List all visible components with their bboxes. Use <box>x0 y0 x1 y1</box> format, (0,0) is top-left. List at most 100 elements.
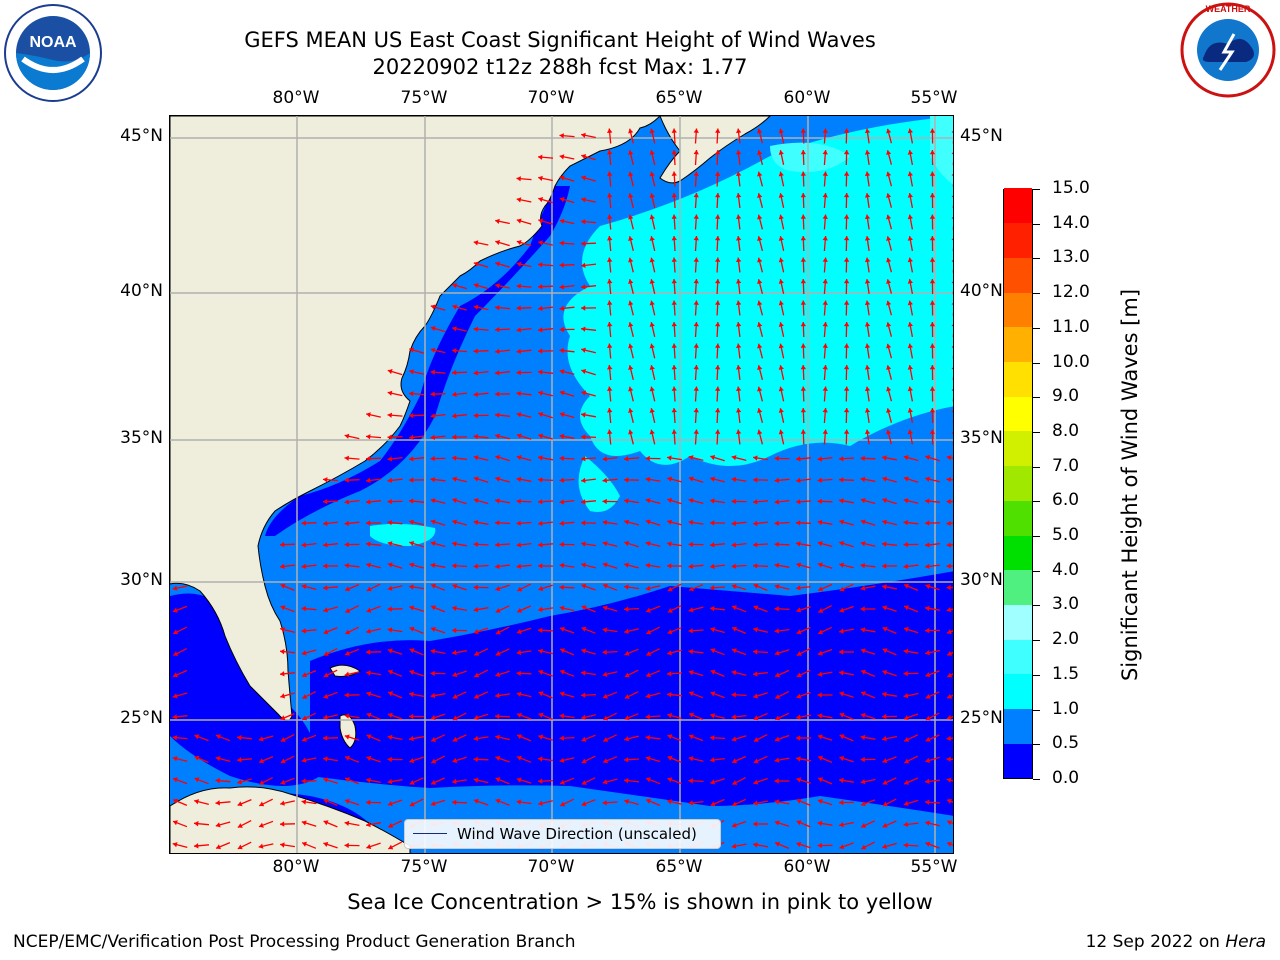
wave-direction-arrowhead <box>409 562 415 568</box>
wave-direction-arrowhead <box>778 386 784 392</box>
wave-direction-arrowhead <box>667 713 673 719</box>
wave-direction-arrowhead <box>559 197 565 203</box>
wave-direction-arrowhead <box>796 820 802 826</box>
wave-direction-arrowhead <box>843 365 850 370</box>
wave-direction-arrowhead <box>344 541 349 548</box>
wave-direction-arrowhead <box>172 693 178 699</box>
wave-direction-arrowhead <box>344 563 349 569</box>
wave-direction-arrowhead <box>731 670 737 676</box>
wave-direction-arrowhead <box>452 583 458 589</box>
wave-direction-arrowhead <box>843 279 850 284</box>
wave-direction-arrowhead <box>903 476 909 482</box>
wave-direction-arrowhead <box>387 456 393 462</box>
wave-direction-arrowhead <box>649 343 655 349</box>
wave-direction-arrowhead <box>581 670 586 676</box>
wave-direction-arrowhead <box>778 150 784 155</box>
wave-direction-arrowhead <box>430 562 436 569</box>
wave-direction-arrowhead <box>538 499 543 505</box>
wave-direction-arrowhead <box>237 757 242 763</box>
wave-direction-arrowhead <box>366 520 371 526</box>
wave-direction-arrowhead <box>607 300 613 305</box>
wave-direction-arrowhead <box>907 322 913 327</box>
wave-direction-arrowhead <box>430 413 436 419</box>
wave-direction-arrowhead <box>628 322 634 327</box>
wave-direction-arrowhead <box>409 391 414 397</box>
wave-direction-arrowhead <box>607 386 613 391</box>
wave-direction-arrowhead <box>581 369 587 375</box>
wave-direction-arrowhead <box>649 171 655 177</box>
wave-direction-arrowhead <box>559 691 565 697</box>
wave-direction-arrowhead <box>886 300 892 306</box>
wave-direction-arrowhead <box>929 236 936 241</box>
wave-direction-arrowhead <box>864 171 871 177</box>
wave-direction-arrowhead <box>607 236 613 241</box>
wave-direction-arrowhead <box>194 734 200 740</box>
wave-direction-arrowhead <box>603 737 609 742</box>
y-tick-right-30n: 30°N <box>960 570 1003 590</box>
x-tick-top-75w: 75°W <box>400 88 448 108</box>
wave-direction-arrowhead <box>732 648 737 654</box>
wave-direction-arrowhead <box>800 429 806 434</box>
wave-direction-arrowhead <box>778 279 784 284</box>
wave-direction-arrowhead <box>387 369 393 375</box>
wave-direction-arrowhead <box>628 214 634 220</box>
wave-direction-arrow <box>952 290 953 294</box>
wave-direction-arrowhead <box>581 758 587 764</box>
wave-direction-arrowhead <box>628 171 634 177</box>
wave-direction-arrowhead <box>796 714 801 720</box>
wave-direction-arrowhead <box>688 778 693 784</box>
noaa-logo: NOAA <box>4 4 102 102</box>
wave-direction-arrowhead <box>473 606 479 613</box>
wave-direction-arrowhead <box>689 586 694 592</box>
wave-direction-arrow <box>952 354 953 359</box>
x-tick-top-60w: 60°W <box>783 88 831 108</box>
wave-direction-arrowhead <box>929 279 936 284</box>
wave-direction-arrowhead <box>860 498 866 504</box>
wave-direction-arrowhead <box>861 844 867 850</box>
wave-direction-arrowhead <box>409 498 414 504</box>
wave-direction-arrowhead <box>925 841 931 847</box>
wave-direction-arrowhead <box>774 584 780 590</box>
wave-direction-arrowhead <box>323 798 329 804</box>
wave-direction-arrowhead <box>946 563 951 569</box>
wave-direction-arrowhead <box>495 370 500 376</box>
colorbar-tick-label: 10.0 <box>1052 351 1090 372</box>
wave-direction-arrowhead <box>473 261 479 267</box>
wave-direction-arrowhead <box>731 843 737 849</box>
wave-direction-arrowhead <box>516 649 522 656</box>
colorbar-segment <box>1004 500 1032 536</box>
wave-direction-arrowhead <box>387 734 393 740</box>
wave-direction-arrowhead <box>951 195 953 198</box>
wave-direction-arrowhead <box>736 214 742 220</box>
wave-direction-arrowhead <box>237 735 242 741</box>
wave-direction-arrowhead <box>693 257 699 262</box>
wave-direction-arrowhead <box>822 300 828 305</box>
wave-direction-arrowhead <box>671 257 677 262</box>
wave-direction-arrowhead <box>344 520 349 526</box>
wave-direction-arrowhead <box>387 562 393 568</box>
wave-direction-arrowhead <box>215 756 221 762</box>
wave-direction-arrowhead <box>736 300 742 306</box>
wave-direction-arrowhead <box>581 434 586 440</box>
wave-direction-arrowhead <box>886 279 892 284</box>
wave-direction-arrowhead <box>409 477 414 483</box>
wave-direction-arrowhead <box>559 390 565 396</box>
wave-direction-arrowhead <box>796 585 801 591</box>
wave-direction-arrowhead <box>495 391 500 397</box>
wave-direction-arrowhead <box>452 649 457 656</box>
wave-direction-arrowhead <box>757 300 763 306</box>
wave-direction-arrowhead <box>736 343 742 349</box>
wave-direction-arrowhead <box>757 236 763 241</box>
wave-direction-arrowhead <box>649 408 655 413</box>
wave-direction-arrowhead <box>796 477 801 484</box>
wave-direction-arrowhead <box>649 128 655 134</box>
wave-direction-arrowhead <box>929 429 936 434</box>
wave-direction-arrowhead <box>495 777 501 783</box>
wave-direction-arrowhead <box>800 214 806 219</box>
wave-direction-arrowhead <box>409 413 414 419</box>
wave-direction-arrowhead <box>818 586 824 592</box>
wave-direction-arrowhead <box>693 429 699 434</box>
wave-direction-arrowhead <box>194 755 200 761</box>
wave-direction-arrowhead <box>280 627 285 633</box>
wave-direction-arrowhead <box>559 433 565 440</box>
